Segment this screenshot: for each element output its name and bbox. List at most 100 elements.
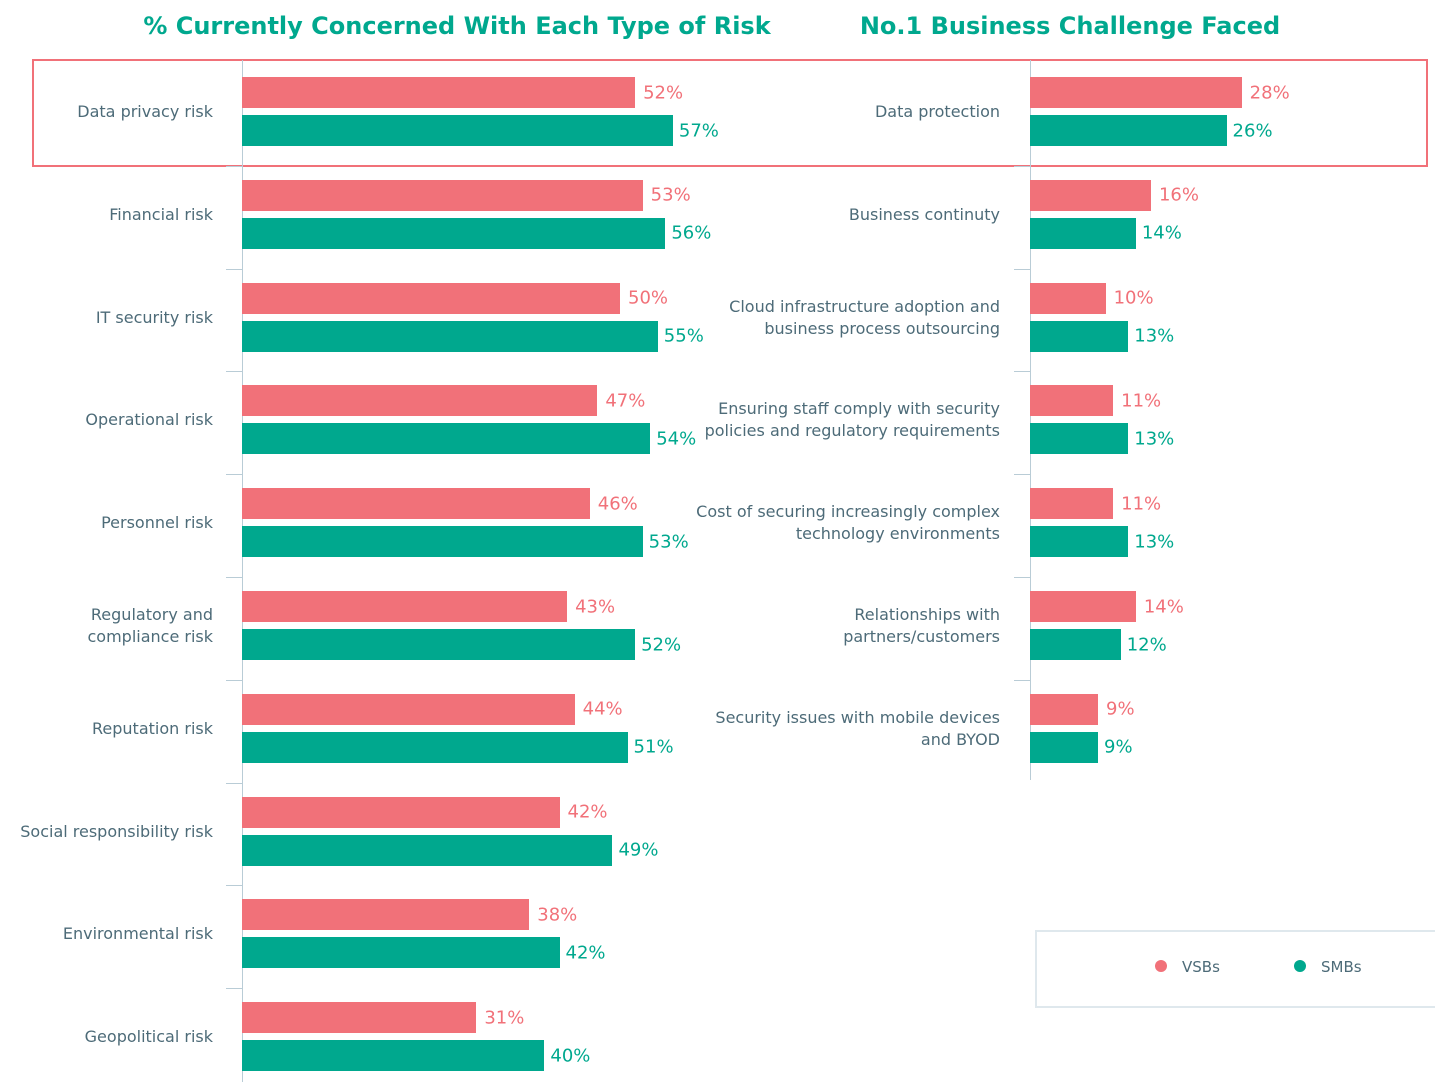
row-separator (1014, 679, 1030, 681)
value-label: 57% (678, 120, 719, 141)
value-label: 9% (1104, 736, 1133, 758)
bar (1030, 282, 1106, 314)
bar (1030, 693, 1099, 725)
category-label: Regulatory and compliance risk (87, 605, 213, 646)
bar (1030, 423, 1129, 455)
category-label: IT security risk (95, 307, 213, 327)
category-label: Personnel risk (101, 513, 213, 533)
legend-label: VSBs (1182, 958, 1220, 976)
value-label: 40% (550, 1045, 591, 1067)
chart-title: No.1 Business Challenge Faced (859, 12, 1281, 40)
row-separator (226, 679, 242, 681)
value-label: 11% (1121, 390, 1162, 412)
value-label: 9% (1106, 698, 1135, 720)
row-separator (1014, 474, 1030, 476)
row-separator (226, 988, 242, 990)
highlight-box (32, 59, 1428, 167)
value-label: 55% (663, 325, 704, 347)
category-label: Business continuty (848, 204, 1000, 224)
category-label: Environmental risk (62, 924, 213, 944)
legend-marker (1294, 960, 1306, 972)
category-label: Geopolitical risk (84, 1027, 213, 1047)
value-label: 13% (1134, 325, 1175, 347)
category-label: Social responsibility risk (20, 821, 213, 841)
value-label: 52% (641, 634, 682, 655)
bar (242, 320, 658, 352)
value-label: 11% (1121, 493, 1162, 515)
bar (242, 423, 651, 455)
bar (242, 179, 643, 211)
bar (242, 488, 590, 520)
value-label: 44% (582, 698, 623, 720)
legend-label: SMBs (1321, 958, 1362, 976)
row-separator (226, 474, 242, 476)
value-label: 31% (484, 1007, 525, 1029)
bar (242, 731, 628, 763)
value-label: 28% (1249, 82, 1290, 103)
value-label: 10% (1113, 287, 1154, 309)
bar (242, 1002, 477, 1034)
value-label: 14% (1143, 596, 1184, 617)
value-label: 26% (1232, 120, 1273, 141)
value-label: 43% (575, 596, 616, 617)
bar (242, 937, 560, 969)
axis-line (242, 60, 243, 1082)
value-label: 42% (565, 942, 606, 964)
bar (242, 1040, 545, 1072)
bar (1030, 179, 1151, 211)
value-label: 13% (1134, 428, 1175, 450)
bar (242, 796, 560, 828)
value-label: 14% (1141, 222, 1182, 244)
row-separator (1014, 165, 1030, 167)
value-label: 51% (633, 736, 674, 758)
bar (1030, 115, 1227, 146)
value-label: 38% (537, 904, 578, 926)
value-label: 53% (650, 184, 691, 206)
legend-marker (1155, 960, 1167, 972)
bar (1030, 320, 1129, 352)
value-label: 46% (597, 493, 638, 515)
category-label: Operational risk (85, 410, 213, 430)
bar (242, 591, 568, 622)
bar (242, 629, 636, 660)
value-label: 13% (1134, 531, 1175, 553)
bar (242, 526, 643, 558)
bar (242, 77, 636, 108)
value-label: 42% (567, 801, 608, 823)
bar (242, 834, 613, 866)
value-label: 56% (671, 222, 712, 244)
row-separator (226, 782, 242, 784)
axis-line (1030, 60, 1031, 780)
value-label: 54% (656, 428, 697, 450)
category-label: Security issues with mobile devices and … (715, 707, 1000, 749)
value-label: 49% (618, 839, 659, 861)
value-label: 16% (1158, 184, 1199, 206)
chart-title: % Currently Concerned With Each Type of … (143, 12, 771, 40)
row-separator (226, 577, 242, 578)
bar (242, 693, 575, 725)
value-label: 52% (643, 82, 684, 103)
bar (242, 217, 666, 249)
category-label: Reputation risk (92, 718, 213, 738)
category-label: Cost of securing increasingly complex te… (696, 502, 1000, 544)
bar (242, 899, 530, 931)
category-label: Relationships with partners/customers (843, 605, 1000, 646)
bar (1030, 217, 1136, 249)
category-label: Cloud infrastructure adoption and busine… (729, 296, 1000, 338)
row-separator (226, 885, 242, 887)
bar (1030, 731, 1099, 763)
row-separator (1014, 371, 1030, 373)
value-label: 12% (1126, 634, 1167, 655)
bar (1030, 629, 1121, 660)
category-label: Data protection (874, 102, 1000, 121)
value-label: 50% (628, 287, 669, 309)
bar (1030, 526, 1129, 558)
value-label: 47% (605, 390, 646, 412)
bar (242, 282, 620, 314)
legend-box (1035, 930, 1435, 1008)
value-label: 53% (648, 531, 689, 553)
row-separator (226, 371, 242, 373)
bar (242, 385, 598, 417)
row-separator (226, 268, 242, 270)
